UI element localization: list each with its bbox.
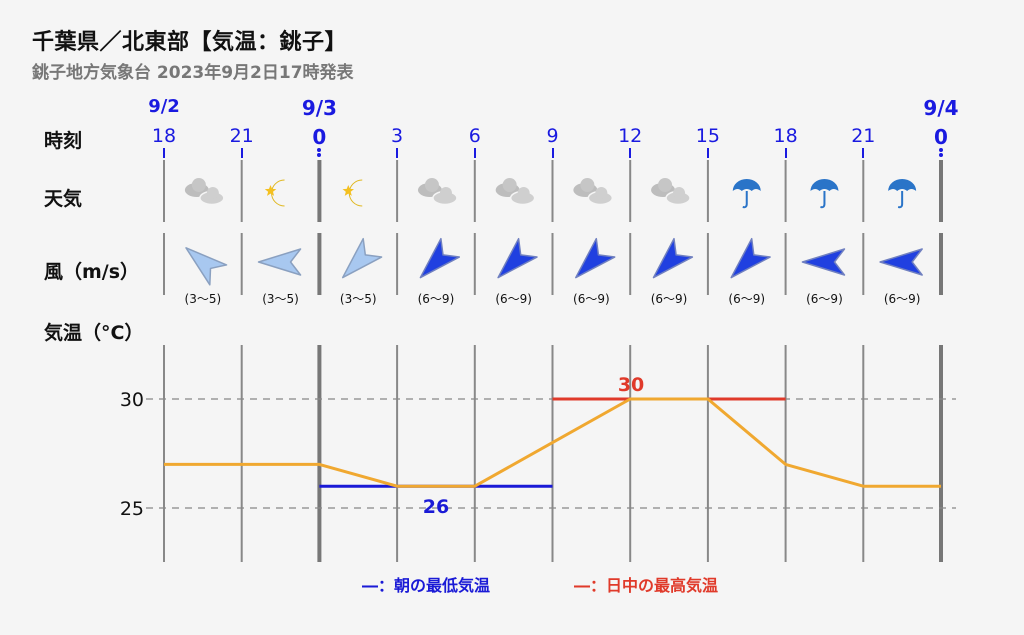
row-label-temp: 気温（°C） xyxy=(44,322,144,344)
umbrella-icon xyxy=(810,179,839,209)
temperature-layer: 26 30 xyxy=(163,374,942,518)
hour-tick xyxy=(862,148,865,158)
cloudy-icon xyxy=(417,178,458,206)
day-label: 9/2 xyxy=(148,96,180,117)
wind-speed-label: (6～9) xyxy=(495,292,532,306)
wind-speed-label: (6～9) xyxy=(883,292,921,306)
moon-icon xyxy=(264,179,285,207)
wind-arrow-icon xyxy=(879,248,923,276)
legend-min: ―：朝の最低気温 xyxy=(362,572,490,596)
hour-label: 0 xyxy=(934,125,948,149)
hour-label: 9 xyxy=(546,125,559,147)
hour-tick xyxy=(317,148,322,157)
wind-arrow-icon xyxy=(185,247,228,286)
wind-speed-label: (3～5) xyxy=(184,292,222,306)
hour-tick xyxy=(240,148,243,158)
wind-arrow-icon xyxy=(497,237,538,279)
cloudy-icon xyxy=(651,178,691,206)
wind-arrow-icon xyxy=(341,237,383,279)
wind-speed-label: (3～5) xyxy=(339,292,377,306)
hour-tick xyxy=(396,148,399,158)
wind-arrow-icon xyxy=(257,248,302,276)
umbrella-icon xyxy=(888,179,917,209)
page-subtitle: 銚子地方気象台 2023年9月2日17時発表 xyxy=(32,63,354,83)
hour-tick xyxy=(163,148,165,158)
hour-label: 15 xyxy=(695,125,720,147)
cloudy-icon xyxy=(573,178,614,206)
wind-speed-label: (6～9) xyxy=(806,292,843,306)
wind-arrow-icon xyxy=(730,237,771,279)
wind-speed-label: (3～5) xyxy=(262,292,299,306)
legend-max-label: ―：日中の最高気温 xyxy=(574,576,719,595)
hour-label: 0 xyxy=(312,125,327,149)
y-tick-label: 25 xyxy=(120,498,144,520)
umbrella-icon xyxy=(732,179,761,209)
hour-tick xyxy=(473,148,476,158)
day-label: 9/4 xyxy=(923,96,959,120)
wind-speed-label: (6～9) xyxy=(417,292,455,306)
legend-min-label: ―：朝の最低気温 xyxy=(362,576,491,595)
hour-label: 21 xyxy=(851,125,876,147)
hour-label: 18 xyxy=(151,125,177,147)
row-label-time: 時刻 xyxy=(44,130,83,152)
hour-tick xyxy=(784,148,787,158)
hour-tick xyxy=(939,148,943,157)
max-temp-label: 30 xyxy=(618,374,644,396)
wind-arrows-layer xyxy=(185,237,923,286)
weather-icons-layer xyxy=(184,178,917,209)
hour-tick xyxy=(706,148,709,158)
hour-label: 21 xyxy=(229,125,254,147)
wind-arrow-icon xyxy=(419,237,461,279)
wind-arrow-icon xyxy=(801,248,846,276)
wind-speed-label: (6～9) xyxy=(650,292,688,306)
cloudy-icon xyxy=(495,178,536,206)
y-tick-label: 30 xyxy=(120,389,144,411)
legend-max: ―：日中の最高気温 xyxy=(574,572,718,596)
hour-label: 6 xyxy=(468,125,481,147)
wind-speed-label: (6～9) xyxy=(573,292,610,306)
hour-tick xyxy=(551,148,554,158)
hour-tick xyxy=(629,148,632,158)
wind-speed-label: (6～9) xyxy=(728,292,766,306)
cloudy-icon xyxy=(184,178,225,206)
moon-icon xyxy=(342,179,363,207)
grid-layer: 25 30 xyxy=(120,160,956,562)
hour-label: 12 xyxy=(618,125,643,147)
hour-label: 18 xyxy=(773,125,798,147)
page-title: 千葉県／北東部【気温：銚子】 xyxy=(32,30,348,55)
min-temp-label: 26 xyxy=(423,496,449,518)
wind-arrow-icon xyxy=(575,237,616,279)
day-label: 9/3 xyxy=(301,96,337,120)
row-label-wind: 風（m/s） xyxy=(44,261,140,283)
hour-label: 3 xyxy=(391,125,404,147)
wind-arrow-icon xyxy=(652,237,694,279)
row-label-weather: 天気 xyxy=(44,188,83,210)
